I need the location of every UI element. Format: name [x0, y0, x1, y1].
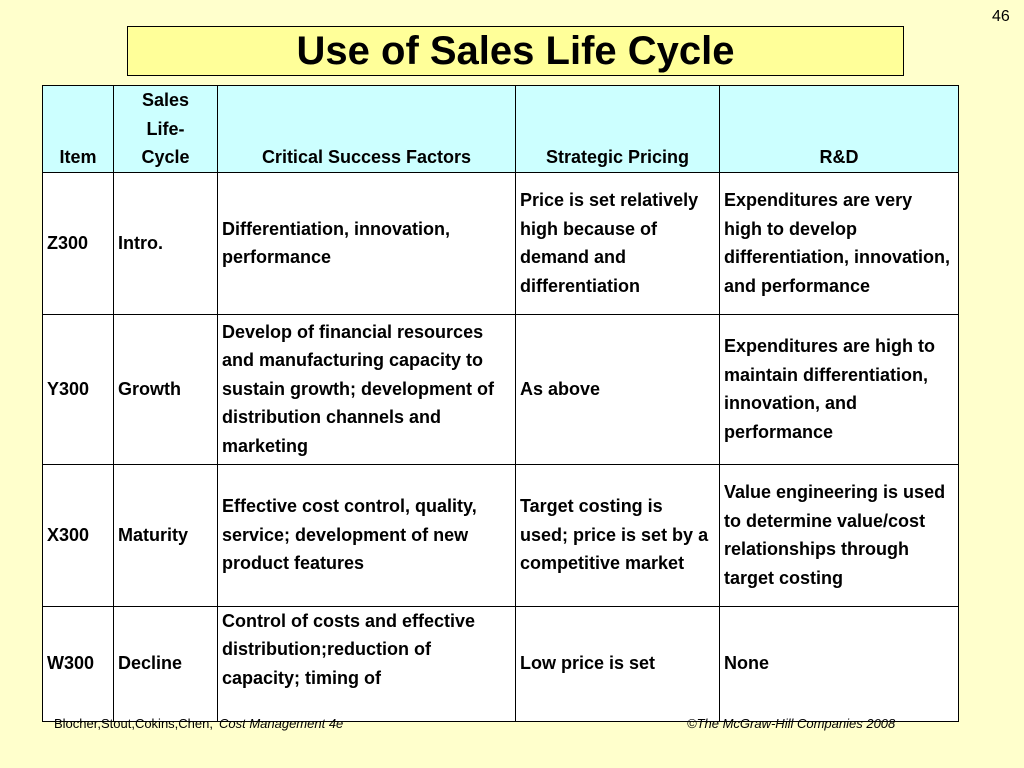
header-rd: R&D	[719, 85, 959, 173]
page-number: 46	[992, 8, 1010, 25]
cell-item: Z300	[42, 171, 114, 315]
cell-csf-text: Develop of financial resources and manuf…	[222, 321, 495, 456]
cell-item: X300	[42, 463, 114, 607]
cell-item: Y300	[42, 313, 114, 465]
table-row: Y300 Growth Develop of financial resourc…	[42, 313, 959, 465]
cell-pricing: Low price is set	[515, 605, 720, 722]
table-row: X300 Maturity Effective cost control, qu…	[42, 463, 959, 607]
cell-rd: None	[719, 605, 959, 722]
sales-life-cycle-table: Item Sales Life-Cycle Critical Success F…	[42, 85, 959, 722]
header-strategic-pricing: Strategic Pricing	[515, 85, 720, 173]
header-item: Item	[42, 85, 114, 173]
cell-rd: Expenditures are very high to develop di…	[719, 171, 959, 315]
header-row: Item Sales Life-Cycle Critical Success F…	[42, 85, 959, 173]
cell-csf: Develop of financial resources and manuf…	[217, 313, 516, 465]
cell-pricing: Target costing is used; price is set by …	[515, 463, 720, 607]
cell-cycle: Maturity	[113, 463, 218, 607]
table-row: W300 Decline Control of costs and effect…	[42, 605, 959, 722]
slide-title: Use of Sales Life Cycle	[296, 29, 735, 73]
cell-item: W300	[42, 605, 114, 722]
cell-cycle: Intro.	[113, 171, 218, 315]
cell-pricing: As above	[515, 313, 720, 465]
footer-book-title: Cost Management 4e	[218, 716, 344, 731]
footer-copyright: ©The McGraw-Hill Companies 2008	[687, 716, 896, 731]
table-row: Z300 Intro. Differentiation, innovation,…	[42, 171, 959, 315]
cell-csf-text: Control of costs and effective distribut…	[222, 610, 476, 688]
cell-rd: Expenditures are high to maintain differ…	[719, 313, 959, 465]
title-box: Use of Sales Life Cycle	[127, 26, 904, 76]
cell-cycle: Growth	[113, 313, 218, 465]
footer-authors: Blocher,Stout,Cokins,Chen,	[54, 716, 213, 731]
cell-rd: Value engineering is used to determine v…	[719, 463, 959, 607]
header-sales-life-cycle: Sales Life-Cycle	[113, 85, 218, 173]
header-sales-life-cycle-text: Sales Life-Cycle	[141, 90, 190, 167]
footer-citation: Blocher,Stout,Cokins,Chen, Cost Managemen…	[54, 716, 343, 731]
cell-pricing: Price is set relatively high because of …	[515, 171, 720, 315]
cell-csf: Effective cost control, quality, service…	[217, 463, 516, 607]
header-critical-success-factors: Critical Success Factors	[217, 85, 516, 173]
cell-csf: Differentiation, innovation, performance	[217, 171, 516, 315]
cell-cycle: Decline	[113, 605, 218, 722]
cell-csf: Control of costs and effective distribut…	[217, 605, 516, 722]
